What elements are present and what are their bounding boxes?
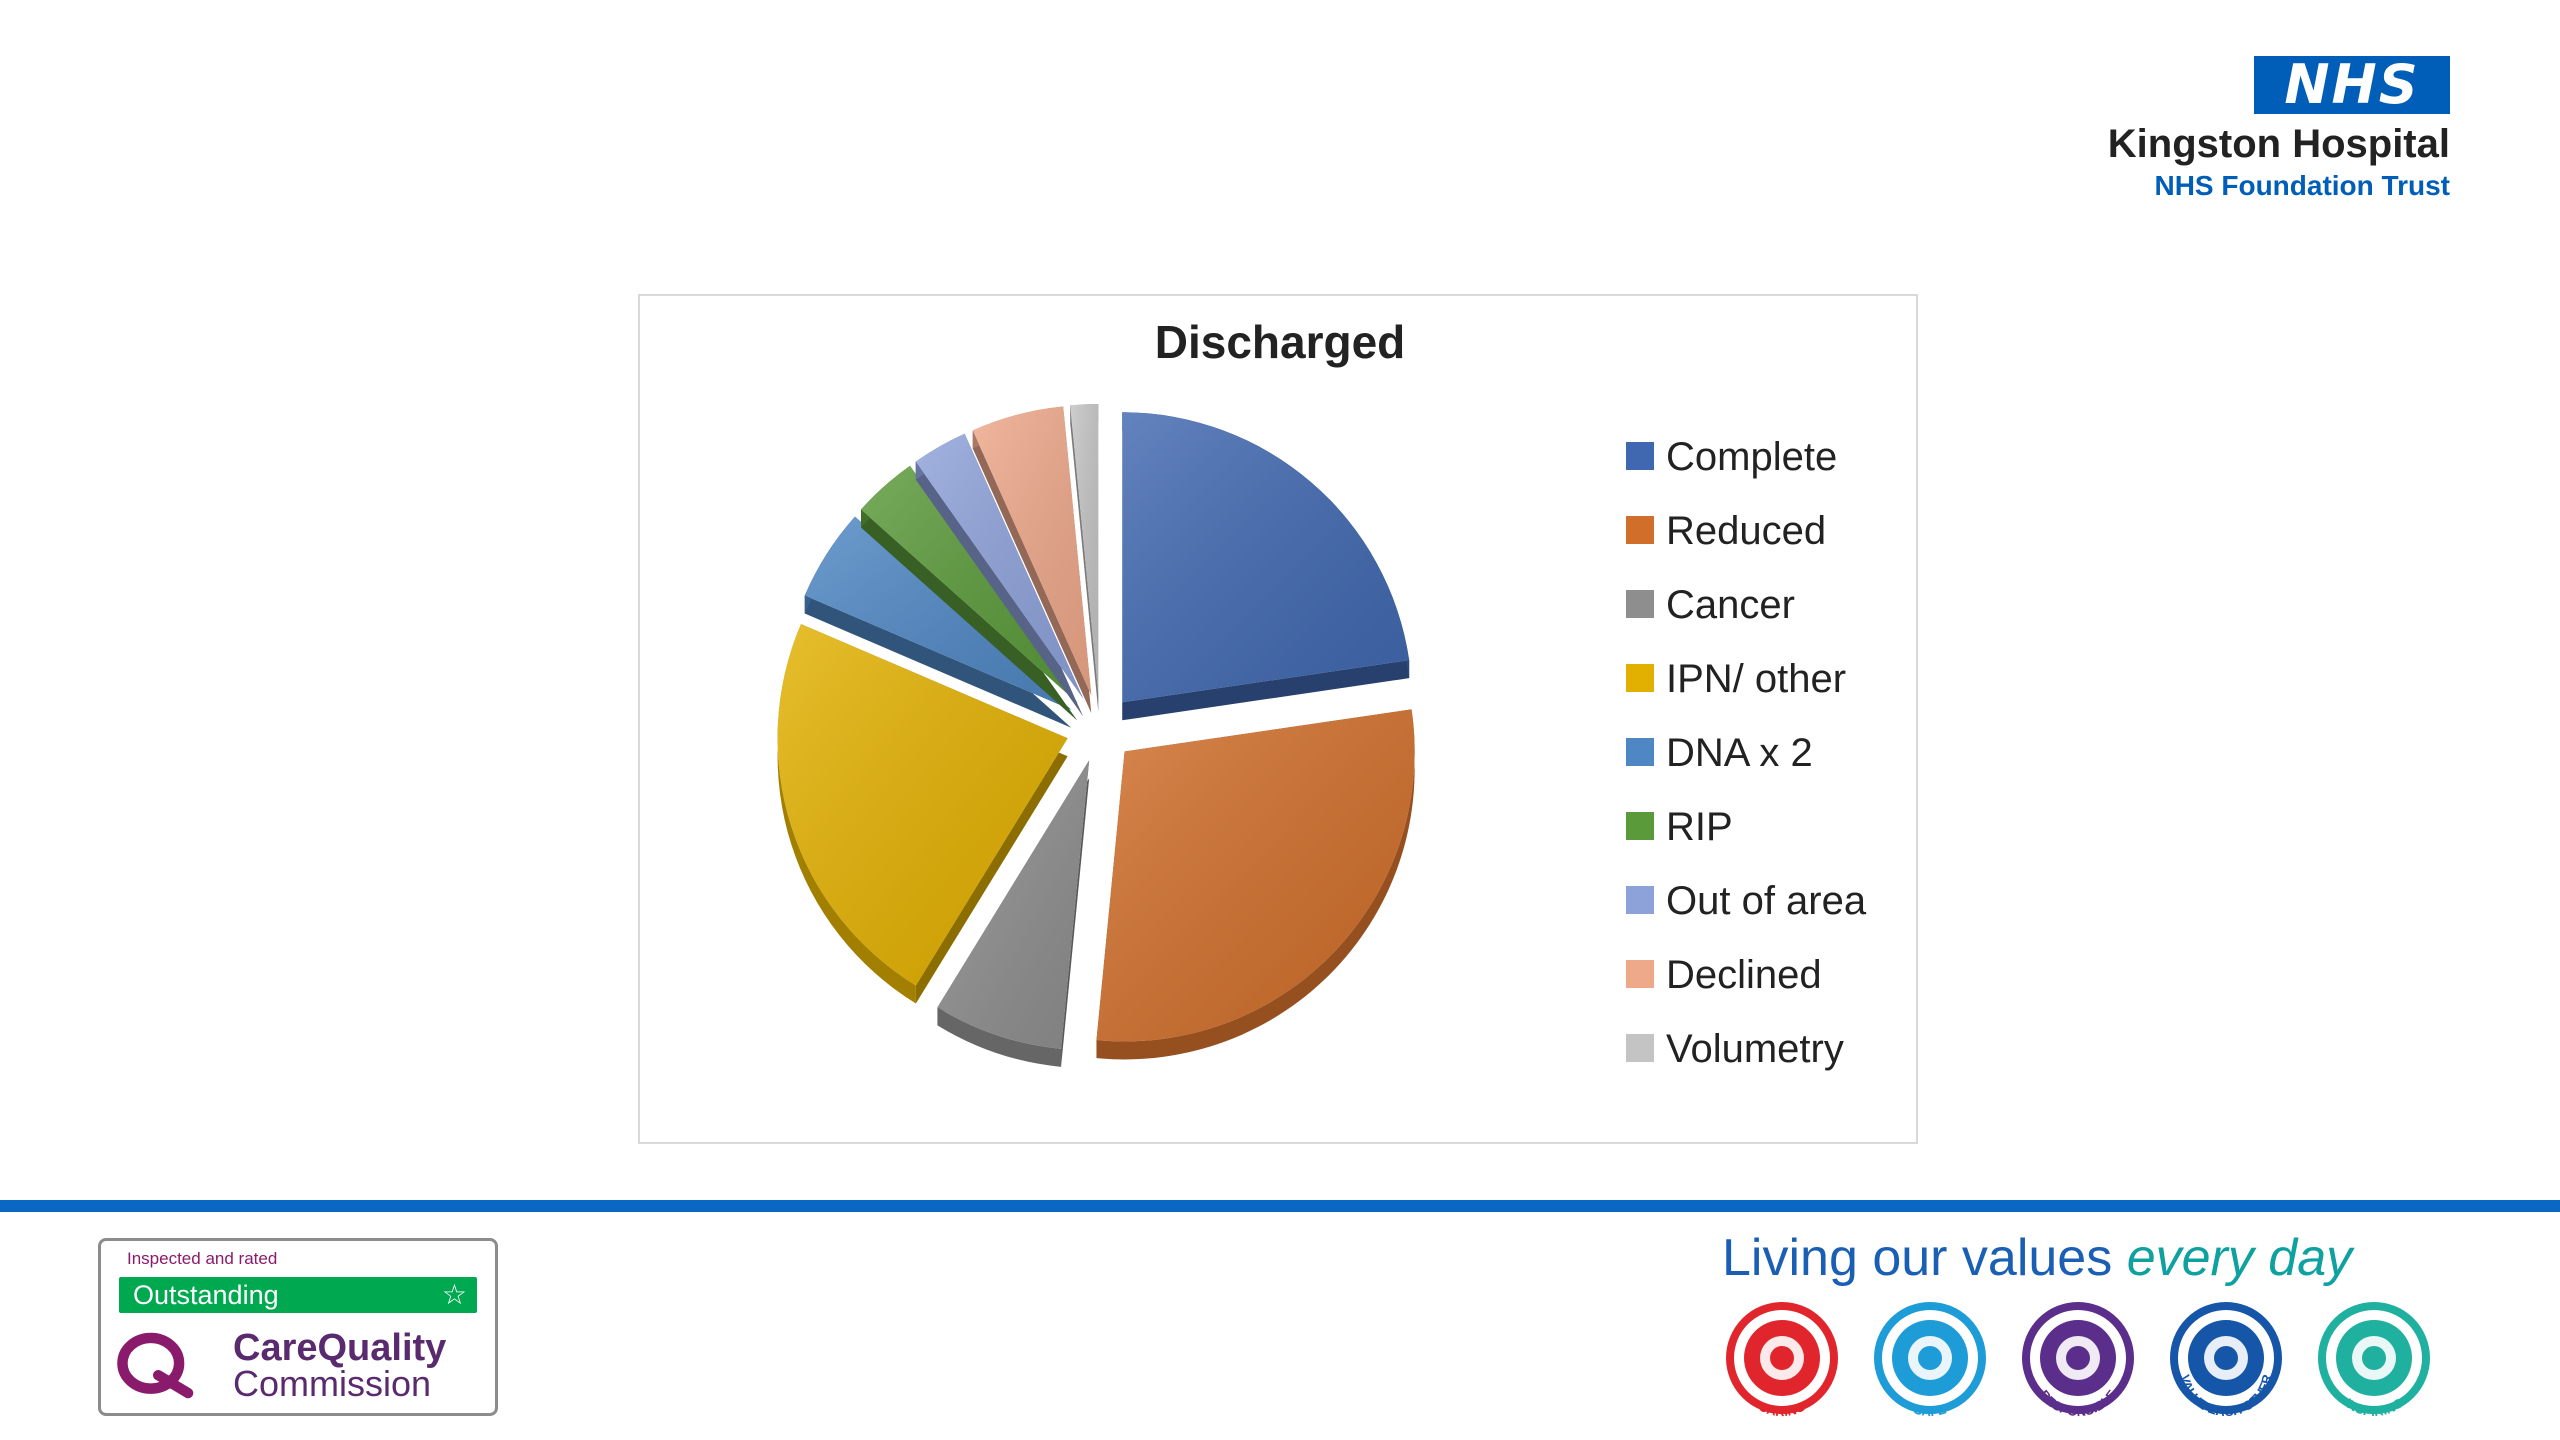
value-label: CARING: [1756, 1398, 1808, 1419]
heart-check-icon: RESPONSIBLE: [2022, 1302, 2134, 1419]
pie-slice-ipn-other: [777, 624, 1068, 1004]
legend-label-8: Volumetry: [1666, 1027, 1844, 1071]
pie-slice-volumetry: [1070, 404, 1099, 713]
lightbulb-icon: INSPIRING: [2318, 1302, 2430, 1419]
hospital-name: Kingston Hospital: [2107, 122, 2450, 166]
value-inspiring: INSPIRING: [2314, 1300, 2434, 1436]
values-title-main: Living our values: [1722, 1229, 2127, 1287]
legend-swatch-4: [1626, 738, 1654, 766]
svg-text:SAFE: SAFE: [1912, 1401, 1948, 1419]
values-title: Living our values every day: [1722, 1228, 2352, 1288]
legend-label-3: IPN/ other: [1666, 657, 1846, 701]
legend-label-7: Declined: [1666, 953, 1822, 997]
pie-slice-cancer: [937, 760, 1090, 1067]
legend-swatch-0: [1626, 442, 1654, 470]
pie-slice-rip: [861, 465, 1078, 721]
svg-text:CARING: CARING: [1756, 1398, 1808, 1419]
people-icon: VALUE EACH OTHER: [2170, 1302, 2282, 1419]
legend-swatch-6: [1626, 886, 1654, 914]
cqc-inspected-text: Inspected and rated: [127, 1249, 278, 1268]
nhs-logo: NHS Kingston Hospital NHS Foundation Tru…: [1976, 50, 2456, 210]
value-responsible: RESPONSIBLE: [2018, 1300, 2138, 1436]
legend-label-4: DNA x 2: [1666, 731, 1813, 775]
nhs-badge: NHS: [2254, 56, 2450, 114]
cqc-rating-text: Outstanding: [133, 1280, 279, 1310]
cqc-name-line1: CareQuality: [233, 1327, 447, 1369]
legend-label-5: RIP: [1666, 805, 1733, 849]
cqc-q-logo-icon: [117, 1332, 194, 1399]
trust-name: NHS Foundation Trust: [2154, 170, 2450, 201]
heart-hands-icon: CARING: [1726, 1302, 1838, 1419]
legend-label-2: Cancer: [1666, 583, 1795, 627]
pie-chart: Discharged Complete Reduced Cancer IPN/ oth…: [777, 316, 1867, 1071]
cqc-name-line2: Commission: [233, 1363, 432, 1404]
cqc-rating-bar: Outstanding ☆: [119, 1277, 477, 1313]
values-title-accent: every day: [2126, 1229, 2353, 1287]
value-label: SAFE: [1912, 1401, 1948, 1419]
pie-slice-complete: [1122, 412, 1410, 721]
values-icons: CARING SAFE RESPONSIBL: [1722, 1300, 2462, 1436]
pie-slice-reduced: [1096, 709, 1415, 1060]
footer-divider: [0, 1200, 2560, 1212]
legend-label-0: Complete: [1666, 435, 1837, 479]
legend-label-6: Out of area: [1666, 879, 1867, 923]
cqc-rating-badge: Inspected and rated Outstanding ☆ CareQu…: [98, 1238, 498, 1416]
legend-swatch-3: [1626, 664, 1654, 692]
legend-swatch-5: [1626, 812, 1654, 840]
pie-slice-out-of-area: [915, 433, 1084, 717]
star-icon: ☆: [441, 1279, 467, 1310]
chart-title: Discharged: [1155, 316, 1406, 368]
pie-slice-declined: [972, 406, 1092, 714]
legend-swatch-2: [1626, 590, 1654, 618]
value-safe: SAFE: [1870, 1300, 1990, 1436]
legend-swatch-1: [1626, 516, 1654, 544]
value-caring: CARING: [1722, 1300, 1842, 1436]
legend-swatch-8: [1626, 1034, 1654, 1062]
padlock-heart-icon: SAFE: [1874, 1302, 1986, 1419]
legend-label-1: Reduced: [1666, 509, 1826, 553]
chart-frame: Discharged Complete Reduced Cancer IPN/ oth…: [638, 294, 1918, 1144]
pie-slice-dna-x-2: [804, 516, 1072, 728]
value-value-each-other: VALUE EACH OTHER: [2166, 1300, 2286, 1436]
legend-swatch-7: [1626, 960, 1654, 988]
